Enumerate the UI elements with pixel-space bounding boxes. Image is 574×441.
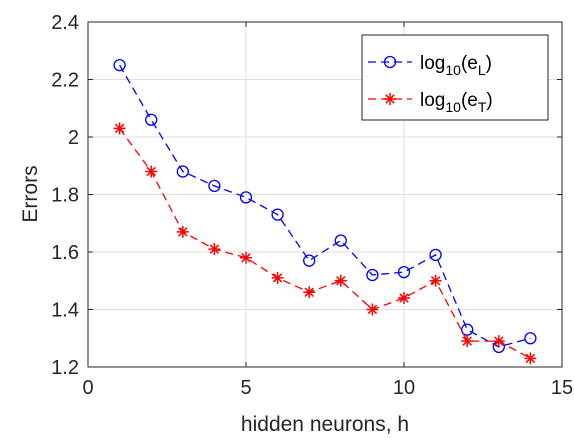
series-eL — [113, 58, 537, 354]
asterisk-stroke — [494, 336, 504, 346]
asterisk-stroke — [525, 353, 536, 364]
legend-text-part: ) — [486, 53, 492, 74]
legend-entry: log10(eT) — [368, 90, 493, 115]
legend-subscript: L — [478, 62, 486, 78]
legend-text-part: ) — [486, 90, 492, 111]
asterisk-stroke — [462, 336, 472, 346]
data-point — [145, 113, 158, 126]
data-point — [397, 265, 411, 279]
data-point — [524, 352, 537, 365]
series-line — [119, 127, 531, 359]
legend-marker — [383, 55, 397, 69]
legend-box — [361, 34, 549, 121]
data-point — [303, 254, 316, 267]
series-eT — [113, 122, 537, 365]
axis-ticks — [87, 21, 563, 368]
legend-entry: log10(eL) — [368, 53, 492, 78]
legend-text-part: (e — [461, 90, 478, 111]
legend-text-part: log — [420, 90, 445, 111]
data-point — [113, 122, 126, 135]
data-point — [271, 271, 284, 284]
asterisk-stroke — [178, 227, 188, 237]
data-point — [334, 274, 347, 287]
data-point — [176, 225, 189, 238]
legend-subscript: 10 — [445, 62, 461, 78]
data-point — [461, 335, 474, 348]
data-point — [429, 248, 442, 262]
asterisk-stroke — [430, 276, 441, 286]
asterisk-stroke — [385, 94, 395, 104]
y-axis-title: Errors — [19, 165, 42, 222]
x-tick-label: 10 — [393, 377, 415, 399]
data-point — [398, 292, 410, 304]
legend-text-part: (e — [461, 53, 478, 74]
data-point — [492, 335, 505, 348]
legend-label: log10(eT) — [420, 90, 493, 115]
data-point — [145, 165, 158, 178]
data-point — [303, 286, 316, 299]
data-point — [240, 251, 252, 264]
data-point — [429, 274, 442, 287]
data-point — [239, 191, 253, 204]
legend: log10(eL)log10(eT) — [361, 34, 549, 121]
y-tick-label: 1.4 — [51, 300, 79, 322]
data-point — [208, 243, 221, 256]
y-tick-label: 2.2 — [51, 70, 79, 92]
asterisk-stroke — [209, 244, 220, 254]
y-tick-labels: 1.2 1.4 1.6 1.8 2 2.2 2.4 — [51, 12, 79, 379]
y-tick-label: 2 — [68, 127, 79, 149]
x-tick-labels: 0 5 10 15 — [82, 377, 573, 399]
asterisk-stroke — [399, 293, 409, 303]
asterisk-stroke — [336, 276, 346, 286]
legend-marker — [384, 93, 396, 105]
legend-subscript: 10 — [445, 99, 461, 115]
y-tick-label: 2.4 — [51, 12, 79, 34]
legend-label: log10(eL) — [420, 53, 492, 78]
asterisk-stroke — [272, 273, 283, 283]
y-tick-label: 1.8 — [51, 185, 79, 207]
data-point — [113, 58, 126, 72]
data-point — [524, 332, 537, 345]
x-tick-label: 5 — [240, 377, 251, 399]
legend-subscript: T — [478, 99, 487, 115]
data-point — [366, 303, 379, 316]
data-point — [366, 268, 379, 282]
legend-text-part: log — [420, 53, 445, 74]
legend-entries: log10(eL)log10(eT) — [368, 53, 493, 115]
data-point — [176, 165, 189, 178]
data-point — [208, 179, 221, 193]
y-tick-label: 1.2 — [51, 357, 79, 379]
asterisk-stroke — [114, 123, 125, 134]
x-tick-label: 15 — [551, 377, 573, 399]
y-tick-label: 1.6 — [51, 242, 79, 264]
data-point — [271, 208, 284, 221]
asterisk-stroke — [241, 253, 251, 263]
x-axis-title: hidden neurons, h — [241, 413, 409, 436]
asterisk-stroke — [304, 287, 314, 297]
asterisk-stroke — [367, 304, 378, 315]
data-point — [334, 234, 347, 247]
series-layer — [113, 58, 537, 365]
series-line — [119, 64, 531, 348]
x-tick-label: 0 — [82, 377, 93, 399]
asterisk-stroke — [146, 166, 156, 177]
